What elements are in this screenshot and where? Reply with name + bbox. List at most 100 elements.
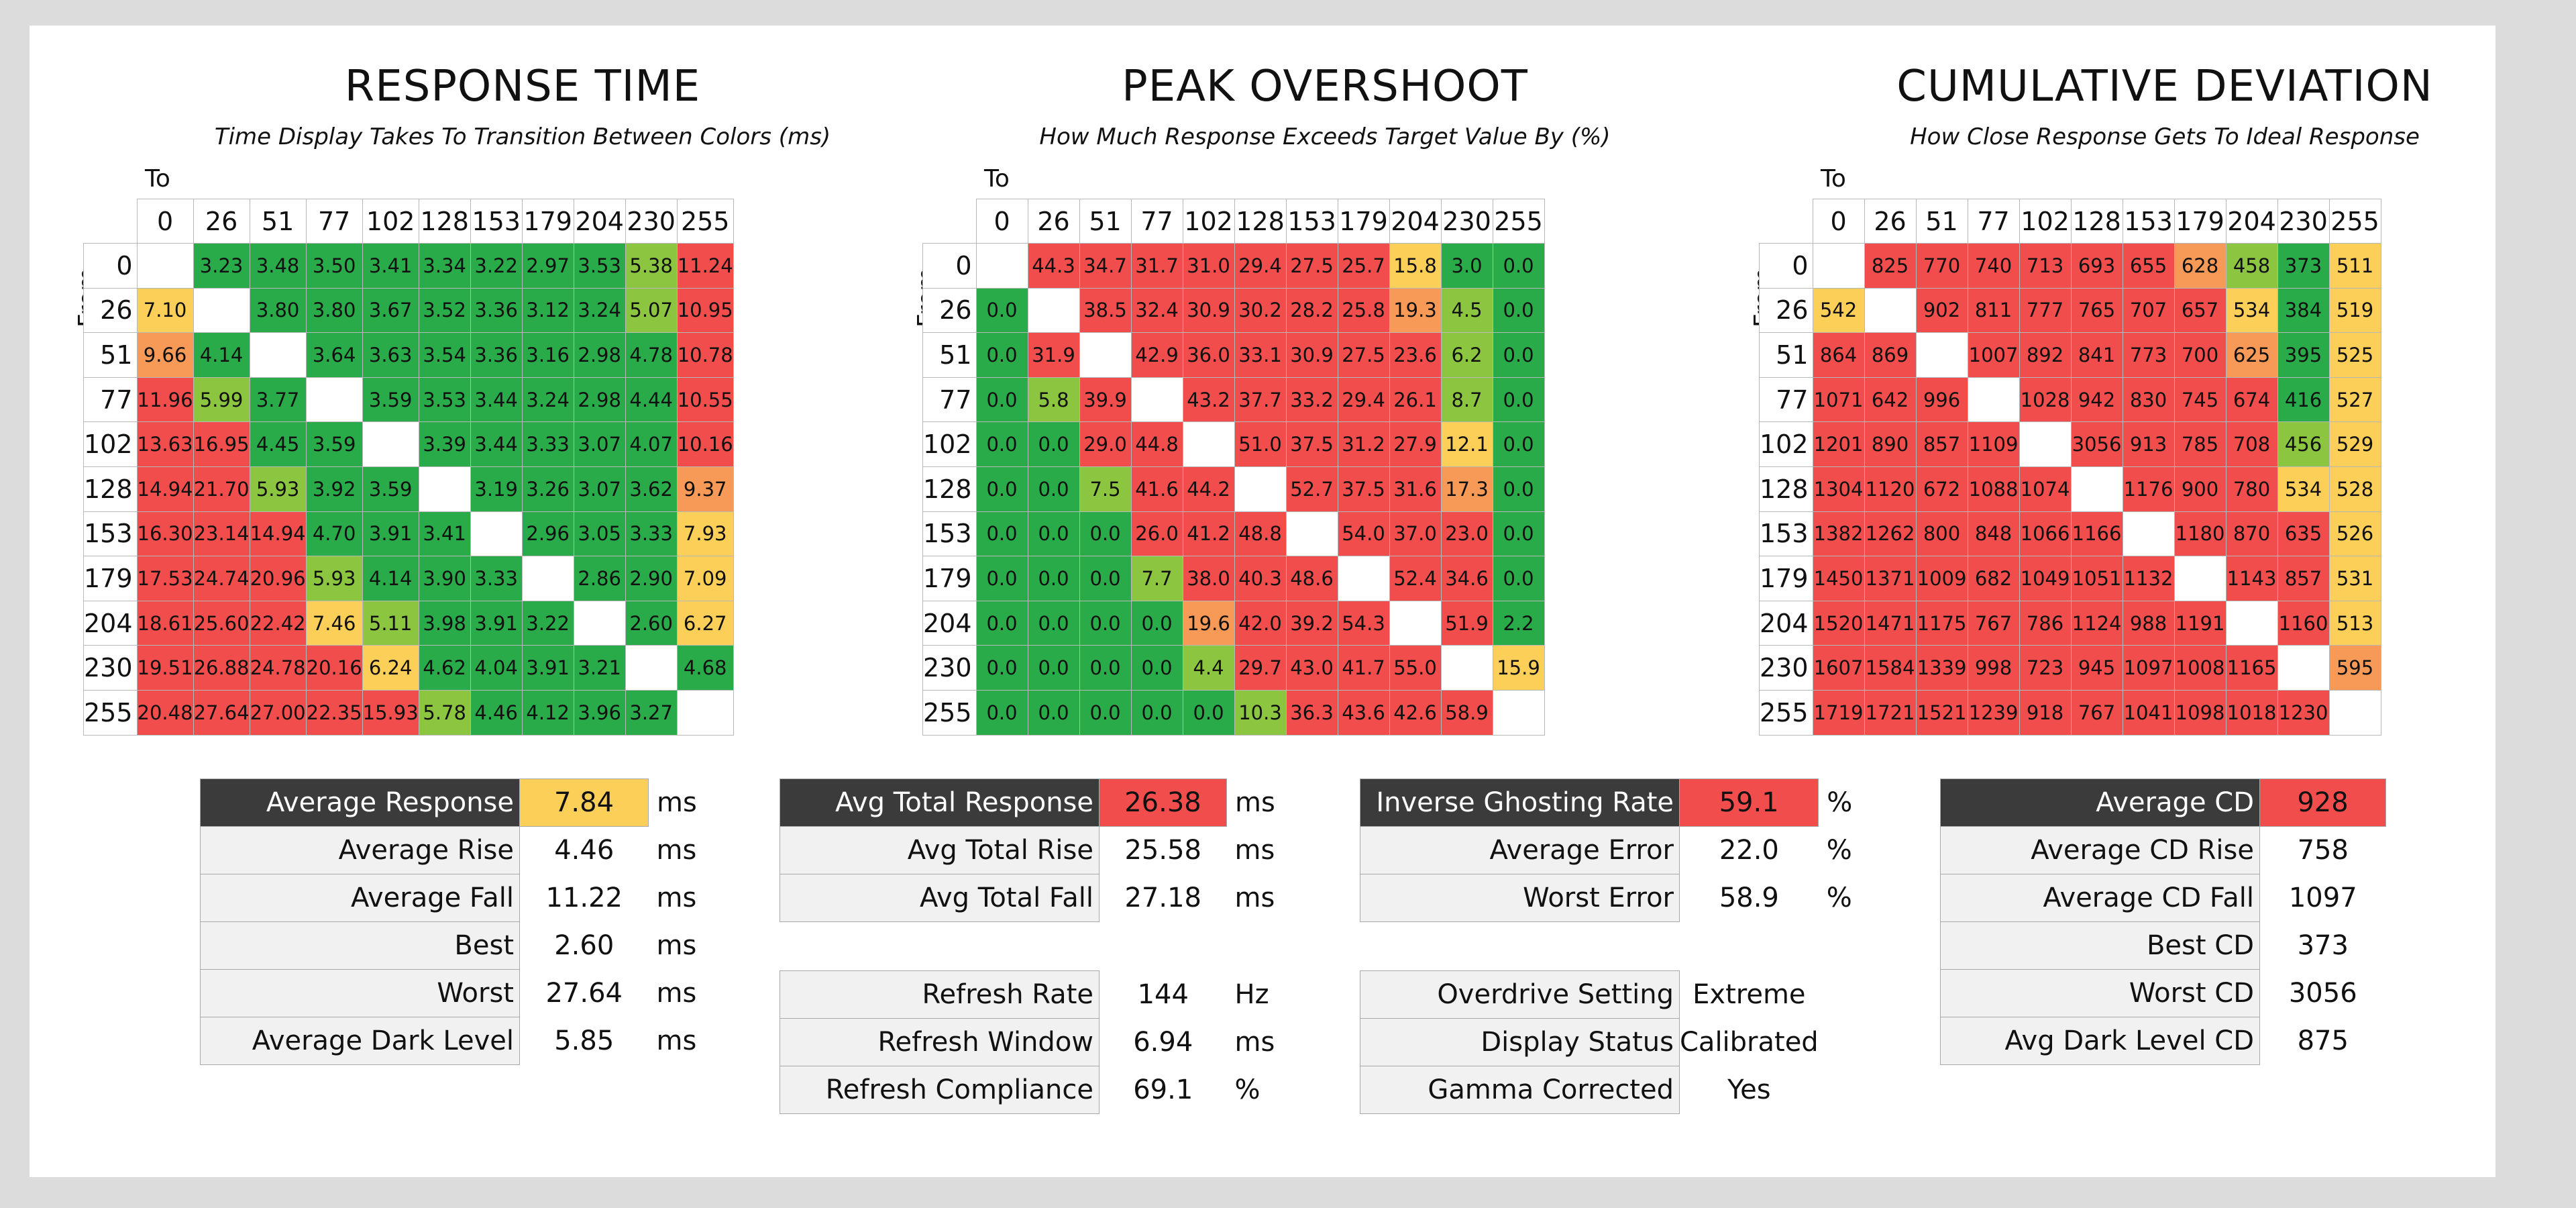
- heatmap-row: 128 1304 1120 672 1088 1074 1176 900 780 534 528: [1759, 466, 2381, 512]
- heatmap-cell: 1191: [2174, 600, 2226, 646]
- heatmap-cell: 37.5: [1285, 421, 1338, 467]
- col-header-label: 204: [2225, 199, 2278, 244]
- stat-unit: [2386, 1017, 2453, 1065]
- stat-value: 2.60: [554, 930, 614, 961]
- heatmap-cell: 10.55: [676, 376, 734, 423]
- heatmap-cell: 55.0: [1389, 645, 1442, 691]
- heatmap-cell: 525: [2328, 332, 2381, 378]
- heatmap-cell: 5.11: [362, 600, 419, 646]
- heatmap-cell: 27.9: [1389, 421, 1442, 467]
- heatmap-cell: 0.0: [1130, 689, 1183, 736]
- heatmap-cell: 0.0: [1027, 689, 1080, 736]
- heatmap-cell: 7.09: [676, 556, 734, 601]
- heatmap-cell: 7.10: [136, 287, 194, 334]
- stat-unit: [1819, 1019, 1886, 1066]
- heatmap-cell: 13.63: [136, 421, 194, 467]
- heatmap-cell: 29.0: [1079, 421, 1132, 467]
- heatmap-cell: [1285, 511, 1338, 557]
- heatmap-cell: 0.0: [1079, 600, 1132, 646]
- heatmap-cell: 0.0: [1027, 421, 1080, 467]
- heatmap-cell: [362, 421, 419, 467]
- heatmap-cell: 17.3: [1440, 466, 1493, 512]
- heatmap-cell: 767: [1967, 600, 2020, 646]
- heatmap-cell: 29.7: [1234, 645, 1287, 691]
- heatmap-row: 128 14.94 21.70 5.93 3.92 3.59 3.19 3.26 3.07 3.6…: [83, 466, 734, 512]
- col-header-label: 102: [362, 199, 419, 244]
- heatmap-grid: 0 26 51 77 102 128 153 179 204 230 255 0 825 770 740 71…: [1759, 199, 2381, 736]
- heatmap-cell: 10.16: [676, 421, 734, 467]
- heatmap-cell: 3.59: [362, 466, 419, 512]
- heatmap-cell: 4.78: [625, 332, 678, 378]
- heatmap-cell: 37.5: [1337, 466, 1390, 512]
- heatmap-cell: 1066: [2019, 511, 2072, 557]
- heatmap-cell: 4.14: [362, 556, 419, 601]
- heatmap-grid: 0 26 51 77 102 128 153 179 204 230 255 0 44.3 34.7 31.…: [922, 199, 1545, 736]
- col-header-label: 204: [1389, 199, 1442, 244]
- heatmap-cell: 2.97: [521, 243, 574, 289]
- heatmap-cell: 3.21: [573, 645, 626, 691]
- heatmap-cell: 0.0: [1027, 645, 1080, 691]
- stats-row: Avg Total Response 26.38 ms: [780, 778, 1294, 827]
- stats-row: Average Rise 4.46 ms: [200, 826, 716, 874]
- heatmap-cell: 527: [2328, 376, 2381, 423]
- col-header-label: 26: [193, 199, 250, 244]
- heatmap-cell: 5.93: [249, 466, 307, 512]
- heatmap-cell: 811: [1967, 287, 2020, 334]
- heatmap-cell: [1337, 556, 1390, 601]
- stats-row: Average CD 928: [1940, 778, 2453, 827]
- stats-row: Avg Total Fall 27.18 ms: [780, 874, 1294, 922]
- heatmap-cell: 5.99: [193, 376, 250, 423]
- heatmap-cell: 27.5: [1285, 243, 1338, 289]
- stat-unit: [2386, 827, 2453, 874]
- heatmap-cell: 33.1: [1234, 332, 1287, 378]
- stats-row: Best CD 373: [1940, 921, 2453, 970]
- heatmap-cell: [470, 511, 523, 557]
- stat-label: Average Rise: [200, 826, 520, 874]
- heatmap-cell: 3.24: [521, 376, 574, 423]
- stats-row: Inverse Ghosting Rate 59.1%: [1360, 778, 1886, 827]
- stat-unit: ms: [656, 883, 697, 913]
- col-header-label: 255: [2328, 199, 2381, 244]
- heatmap-cell: 1304: [1812, 466, 1865, 512]
- heatmap-cell: 700: [2174, 332, 2226, 378]
- heatmap-cell: 0.0: [1079, 689, 1132, 736]
- heatmap-cell: 3.12: [521, 287, 574, 334]
- heatmap-cell: 1382: [1812, 511, 1865, 557]
- heatmap-cell: 745: [2174, 376, 2226, 423]
- heatmap-cell: 3.44: [470, 421, 523, 467]
- heatmap-cell: 27.64: [193, 689, 250, 736]
- stats-row: Average CD Rise 758: [1940, 826, 2453, 874]
- heatmap-cell: [2328, 689, 2381, 736]
- heatmap-row: 26 7.10 3.80 3.80 3.67 3.52 3.36 3.12 3.24 5.07 10…: [83, 287, 734, 334]
- heatmap-cell: 26.1: [1389, 376, 1442, 423]
- stat-value: Calibrated: [1680, 1027, 1819, 1058]
- heatmap-cell: 3.98: [418, 600, 471, 646]
- heatmap-cell: 869: [1864, 332, 1917, 378]
- heatmap-cell: 1607: [1812, 645, 1865, 691]
- stats-table: Average Response 7.84 ms Average Rise 4.46 ms…: [200, 778, 716, 1065]
- heatmap-cell: [305, 376, 363, 423]
- heatmap-cell: 1120: [1864, 466, 1917, 512]
- heatmap-cell: 2.90: [625, 556, 678, 601]
- heatmap-cell: 1124: [2070, 600, 2123, 646]
- heatmap-cell: [1812, 243, 1865, 289]
- heatmap-cell: 43.6: [1337, 689, 1390, 736]
- stat-unit: Hz: [1234, 979, 1269, 1010]
- heatmap-row: 0 44.3 34.7 31.7 31.0 29.4 27.5 25.7 15.8 3.0 0.0: [922, 243, 1545, 289]
- stat-label: Display Status: [1360, 1018, 1680, 1066]
- heatmap-row: 153 16.30 23.14 14.94 4.70 3.91 3.41 2.96 3.05 3.…: [83, 511, 734, 557]
- chart-title: CUMULATIVE DEVIATION: [1896, 62, 2433, 111]
- heatmap-cell: 3.41: [418, 511, 471, 557]
- heatmap-cell: 3.07: [573, 421, 626, 467]
- heatmap-cell: 39.9: [1079, 376, 1132, 423]
- stat-label: Avg Total Response: [780, 778, 1099, 827]
- stat-unit: ms: [656, 835, 697, 866]
- heatmap-cell: 693: [2070, 243, 2123, 289]
- heatmap-cell: 12.1: [1440, 421, 1493, 467]
- stat-value: 26.38: [1099, 778, 1227, 827]
- heatmap-cell: 674: [2225, 376, 2278, 423]
- col-header-label: 153: [470, 199, 523, 244]
- heatmap-cell: 9.66: [136, 332, 194, 378]
- heatmap-row: 153 0.0 0.0 0.0 26.0 41.2 48.8 54.0 37.0 23.0 0.0: [922, 511, 1545, 557]
- heatmap-cell: 0.0: [1492, 556, 1545, 601]
